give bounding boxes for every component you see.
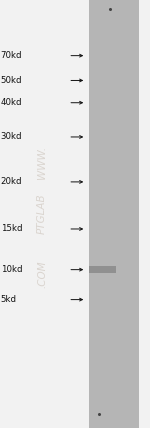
Text: 20kd: 20kd [1,177,22,187]
Text: PTGLAB: PTGLAB [37,194,47,234]
Bar [89,266,116,273]
Text: .COM: .COM [37,260,47,288]
Text: 70kd: 70kd [1,51,22,60]
Text: 50kd: 50kd [1,76,22,85]
Text: 40kd: 40kd [1,98,22,107]
Text: 15kd: 15kd [1,224,22,234]
Text: 30kd: 30kd [1,132,22,142]
Bar [89,0,139,428]
Text: 5kd: 5kd [1,295,17,304]
Text: WWW.: WWW. [37,146,47,179]
Text: 10kd: 10kd [1,265,22,274]
